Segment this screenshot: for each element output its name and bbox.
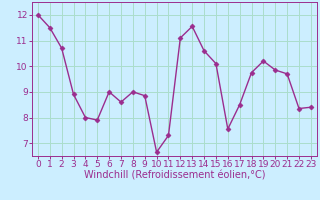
X-axis label: Windchill (Refroidissement éolien,°C): Windchill (Refroidissement éolien,°C)	[84, 171, 265, 181]
